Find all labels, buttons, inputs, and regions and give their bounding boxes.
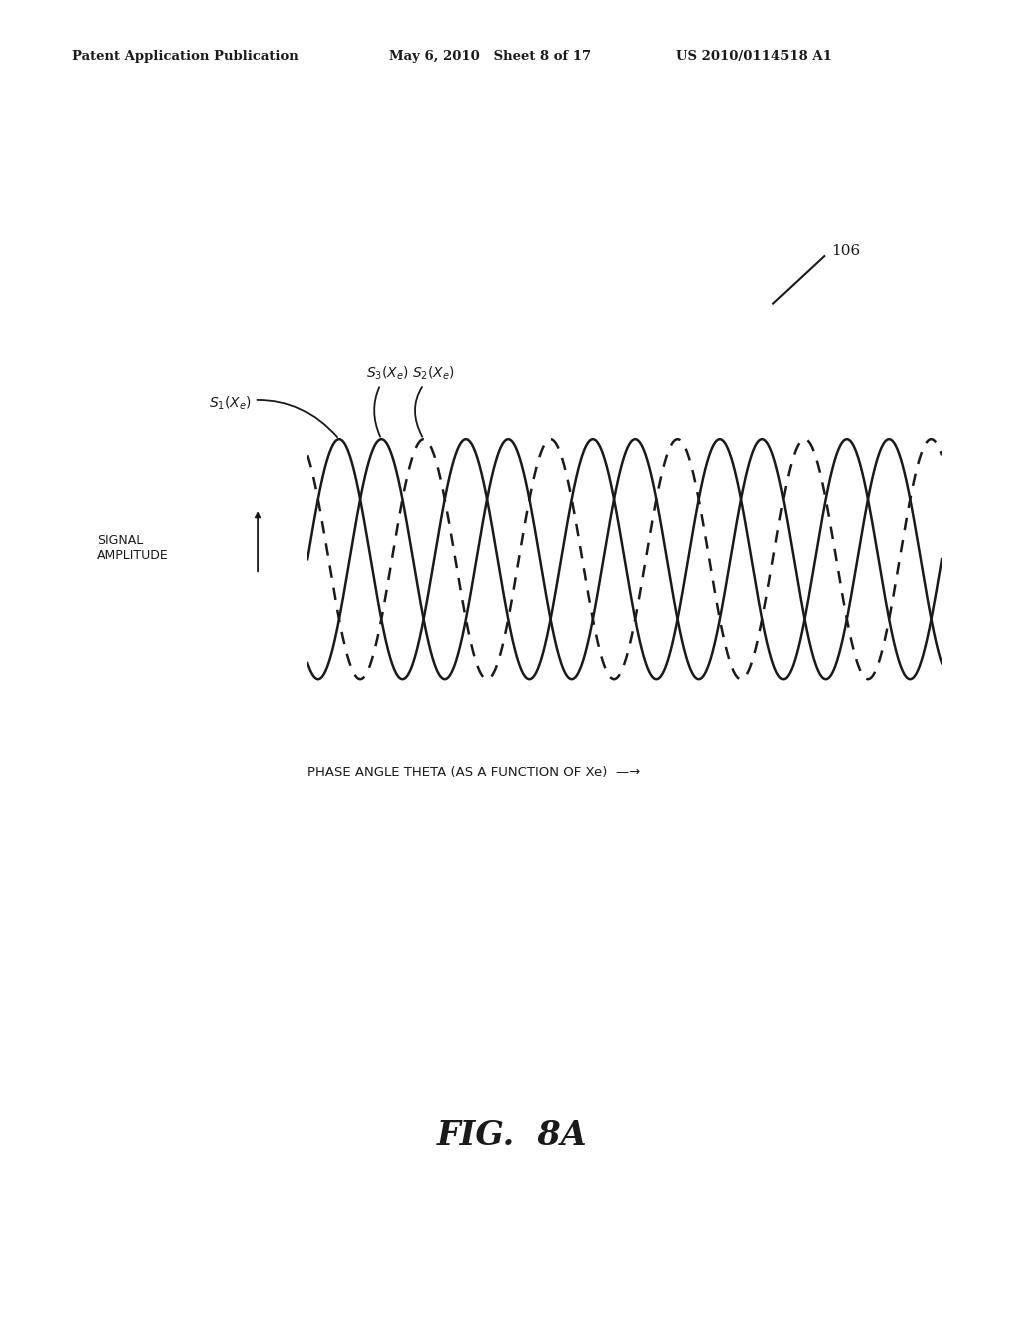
Text: $S_1(X_e)$: $S_1(X_e)$ — [209, 395, 337, 437]
Text: PHASE ANGLE THETA (AS A FUNCTION OF Xe)  —→: PHASE ANGLE THETA (AS A FUNCTION OF Xe) … — [307, 766, 640, 779]
Text: US 2010/0114518 A1: US 2010/0114518 A1 — [676, 50, 831, 63]
Text: Patent Application Publication: Patent Application Publication — [72, 50, 298, 63]
Text: $S_3(X_e)$: $S_3(X_e)$ — [366, 364, 409, 437]
Text: FIG.  8A: FIG. 8A — [436, 1119, 588, 1151]
Text: May 6, 2010   Sheet 8 of 17: May 6, 2010 Sheet 8 of 17 — [389, 50, 591, 63]
Text: SIGNAL
AMPLITUDE: SIGNAL AMPLITUDE — [97, 533, 169, 562]
Text: $S_2(X_e)$: $S_2(X_e)$ — [413, 364, 455, 437]
Text: 106: 106 — [831, 244, 861, 257]
